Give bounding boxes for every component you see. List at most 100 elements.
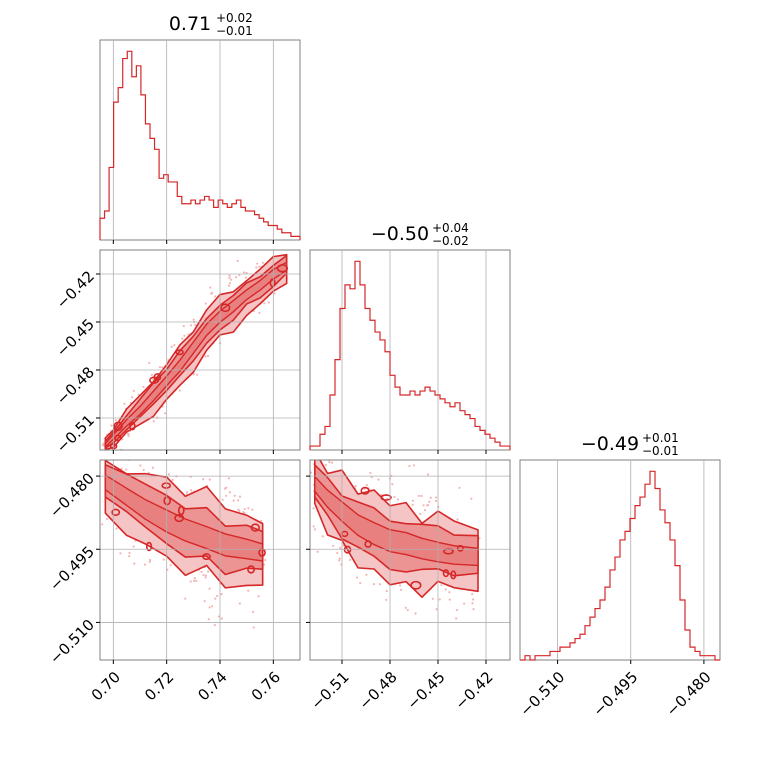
- scatter-point: [215, 594, 219, 598]
- pair-content-0: [100, 250, 289, 450]
- scatter-point: [472, 598, 475, 601]
- scatter-point: [462, 602, 466, 605]
- pair-1-xtick-label: 0.74: [194, 668, 230, 704]
- scatter-point: [378, 583, 382, 586]
- scatter-point: [243, 507, 246, 511]
- scatter-point: [210, 292, 213, 295]
- scatter-point: [203, 600, 206, 603]
- scatter-point: [220, 593, 223, 596]
- contour-island: [129, 421, 136, 431]
- scatter-point: [120, 467, 123, 470]
- scatter-point: [426, 473, 429, 476]
- pair-frame-1: [99, 459, 301, 661]
- scatter-point: [247, 507, 250, 510]
- scatter-point: [238, 509, 241, 512]
- pair-0-ytick-label: −0.48: [53, 363, 98, 408]
- scatter-point: [448, 591, 451, 594]
- scatter-point: [455, 617, 458, 620]
- scatter-point: [328, 461, 331, 464]
- scatter-point: [227, 477, 231, 480]
- scatter-point: [258, 265, 261, 268]
- scatter-point: [448, 598, 451, 601]
- scatter-point: [192, 318, 195, 321]
- scatter-point: [202, 478, 205, 481]
- scatter-point: [101, 523, 104, 526]
- scatter-point: [148, 560, 151, 563]
- scatter-point: [236, 259, 239, 263]
- pair-1-xtick-label: 0.76: [248, 668, 284, 704]
- scatter-point: [195, 579, 198, 582]
- scatter-point: [252, 626, 255, 629]
- scatter-point: [422, 504, 425, 507]
- scatter-point: [255, 266, 258, 269]
- pair-1-ytick-label: −0.495: [46, 543, 98, 595]
- scatter-point: [110, 424, 113, 427]
- scatter-point: [123, 402, 126, 405]
- scatter-point: [202, 573, 205, 577]
- scatter-point: [234, 276, 238, 279]
- scatter-point: [242, 271, 246, 274]
- scatter-point: [258, 311, 261, 314]
- scatter-point: [173, 343, 176, 347]
- scatter-point: [321, 535, 324, 538]
- scatter-point: [169, 564, 172, 567]
- scatter-point: [128, 551, 131, 554]
- scatter-point: [227, 284, 231, 287]
- scatter-point: [385, 589, 388, 592]
- scatter-point: [204, 355, 207, 358]
- scatter-point: [359, 582, 362, 585]
- scatter-point: [444, 588, 447, 591]
- marginal-title-upper-1: +0.04: [432, 221, 469, 235]
- scatter-point: [408, 464, 411, 468]
- scatter-point: [125, 468, 128, 471]
- pair-0-ytick-label: −0.45: [53, 315, 98, 360]
- scatter-point: [193, 579, 196, 582]
- scatter-point: [470, 497, 473, 500]
- contour-island: [276, 264, 289, 273]
- pair-1-xtick-label: 0.70: [88, 668, 124, 704]
- scatter-point: [167, 473, 170, 476]
- scatter-point: [208, 606, 211, 609]
- scatter-point: [221, 498, 224, 501]
- scatter-point: [354, 485, 357, 488]
- scatter-point: [338, 559, 341, 562]
- pair-2-xtick-label: −0.51: [308, 668, 353, 713]
- scatter-point: [338, 557, 341, 560]
- scatter-point: [455, 608, 459, 612]
- scatter-point: [244, 276, 248, 279]
- scatter-point: [162, 454, 164, 456]
- scatter-point: [313, 528, 316, 531]
- scatter-point: [143, 563, 146, 566]
- contour-island: [450, 570, 457, 580]
- pair-content-1: [101, 427, 267, 629]
- marginal-title-1: −0.50: [371, 223, 429, 245]
- scatter-point: [372, 583, 376, 586]
- scatter-point: [189, 580, 192, 583]
- hist-2-xtick-label: −0.510: [516, 668, 568, 720]
- scatter-point: [398, 584, 402, 587]
- pair-content-2: [310, 460, 481, 620]
- scatter-point: [396, 498, 400, 501]
- marginal-title-2: −0.49: [581, 433, 639, 455]
- pair-panel-2: [310, 460, 481, 620]
- scatter-point: [332, 544, 335, 548]
- marginal-title-lower-1: −0.02: [432, 234, 469, 248]
- scatter-point: [458, 486, 461, 489]
- scatter-point: [419, 512, 422, 516]
- scatter-point: [217, 615, 221, 618]
- contour-island: [456, 544, 464, 552]
- scatter-point: [150, 373, 153, 377]
- scatter-point: [139, 464, 142, 467]
- scatter-point: [377, 478, 380, 481]
- scatter-point: [149, 427, 151, 429]
- scatter-point: [164, 412, 167, 415]
- scatter-point: [310, 471, 313, 474]
- hist-2-xtick-label: −0.480: [663, 668, 715, 720]
- scatter-point: [257, 595, 260, 598]
- contour-island: [114, 434, 122, 442]
- scatter-point: [114, 457, 116, 459]
- scatter-point: [237, 499, 240, 502]
- scatter-point: [151, 466, 155, 469]
- scatter-point: [128, 555, 131, 558]
